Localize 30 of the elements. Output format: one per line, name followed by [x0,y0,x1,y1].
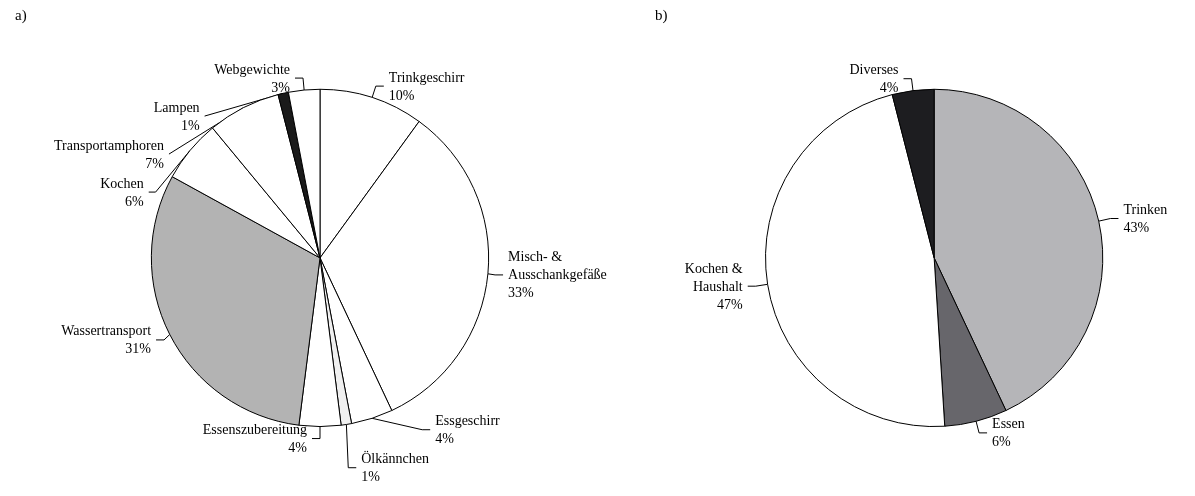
slice-label: Kochen [100,175,144,191]
data-label: 33% [508,285,535,301]
slice-label: Trinkgeschirr [388,69,465,85]
slice-label: Wassertransport [61,323,152,339]
slice-label: Webgewichte [214,61,290,77]
data-label: 6% [125,193,145,209]
slice-label: Misch- & Ausschankgefäße [508,249,607,283]
data-label: 4% [435,431,455,447]
data-label: 3% [271,79,291,95]
data-label: 10% [388,87,415,103]
chart-title: b) [655,6,668,24]
slice-label: Essen [992,416,1025,432]
data-label: 1% [180,117,200,133]
slice-label: Lampen [153,99,200,115]
data-label: 31% [125,341,152,357]
slice-label: Kochen & Haushalt [684,260,743,294]
data-label: 43% [1123,220,1150,236]
data-label: 1% [361,469,381,485]
data-label: 47% [717,296,744,312]
data-label: 4% [288,440,308,456]
slice-label: Transportamphoren [54,137,164,153]
chart-title: a) [15,6,27,24]
data-label: 4% [879,80,899,96]
slice-label: Trinken [1123,202,1168,218]
slice-label: Essenszubereitung [202,422,307,438]
data-label: 6% [992,434,1012,450]
slice-label: Essgeschirr [435,413,501,429]
slice-label: Ölkännchen [361,450,429,467]
slice-label: Diverses [849,62,899,78]
data-label: 7% [145,155,165,171]
